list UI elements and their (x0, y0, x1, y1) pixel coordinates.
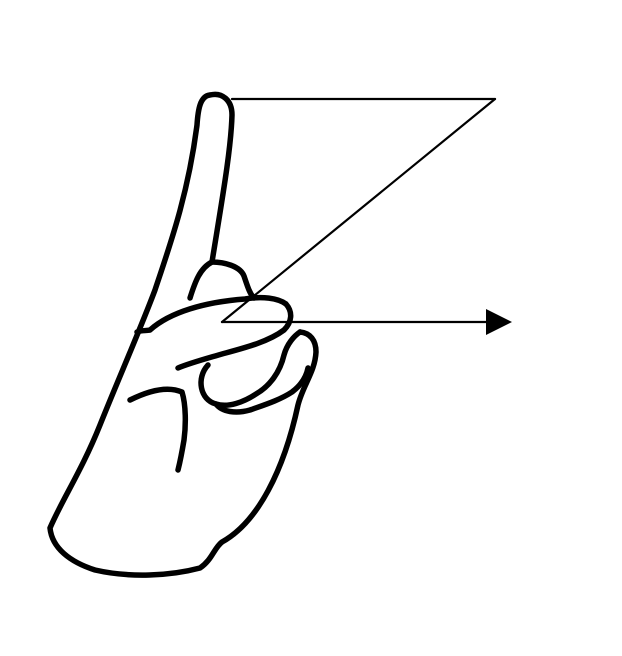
z-stroke-diagonal (220, 97, 497, 324)
curled-ring-finger (198, 329, 303, 408)
palm-crease (134, 327, 153, 335)
middle-knuckle (187, 259, 215, 301)
hand-outline (47, 91, 319, 578)
hand-drawing (47, 91, 319, 578)
curled-middle-finger (147, 294, 294, 371)
thumb-crease (127, 386, 189, 473)
curled-pinky-finger (213, 365, 311, 415)
arrow-head-icon (486, 309, 512, 335)
z-motion-path (220, 97, 512, 335)
